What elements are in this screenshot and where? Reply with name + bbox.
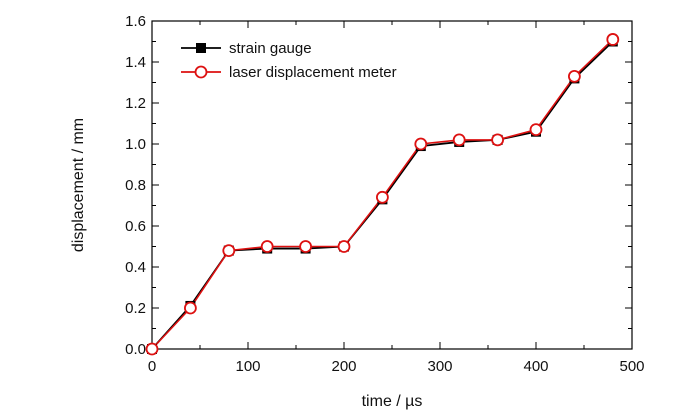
x-tick-label: 100 <box>235 358 260 375</box>
laser-meter-point <box>260 240 274 253</box>
y-tick-label: 1.0 <box>125 136 146 153</box>
y-tick-label: 1.2 <box>125 95 146 112</box>
legend-label: laser displacement meter <box>229 64 397 81</box>
laser-meter-point <box>414 137 428 151</box>
laser-meter-point <box>606 33 620 46</box>
x-tick-label: 400 <box>523 358 548 375</box>
laser-meter-point <box>491 133 505 147</box>
laser-meter-point <box>145 342 159 356</box>
x-axis-title: time / µs <box>362 393 423 410</box>
x-tick-label: 300 <box>427 358 452 375</box>
laser-meter-point <box>337 240 351 253</box>
y-tick-label: 0.4 <box>125 259 146 276</box>
x-tick-label: 500 <box>619 358 644 375</box>
y-tick-label: 0.8 <box>125 177 146 194</box>
laser-meter-point <box>452 133 466 147</box>
laser-meter-point <box>529 123 543 137</box>
laser-meter-point <box>183 301 197 315</box>
axis-ticks <box>151 20 633 350</box>
y-tick-label: 0.6 <box>125 218 146 235</box>
series-markers <box>145 33 620 356</box>
axis-tick-labels: 0 100 200 300 400 500 0.0 0.2 0.4 0.6 0.8 1.0 1.2 1.4… <box>125 13 644 375</box>
laser-meter-point <box>222 244 236 258</box>
y-axis-title: displacement / mm <box>70 118 87 252</box>
y-tick-label: 1.6 <box>125 13 146 30</box>
laser-meter-point <box>299 240 313 253</box>
laser-meter-point <box>194 65 208 79</box>
y-tick-label: 0.0 <box>125 341 146 358</box>
legend: strain gauge laser displacement meter <box>181 40 397 81</box>
y-tick-label: 0.2 <box>125 300 146 317</box>
x-tick-label: 200 <box>331 358 356 375</box>
laser-meter-point <box>568 69 581 83</box>
x-tick-label: 0 <box>148 358 156 375</box>
strain-gauge-point <box>196 43 206 53</box>
legend-label: strain gauge <box>229 40 312 57</box>
laser-meter-point <box>375 190 389 204</box>
y-tick-label: 1.4 <box>125 54 146 71</box>
